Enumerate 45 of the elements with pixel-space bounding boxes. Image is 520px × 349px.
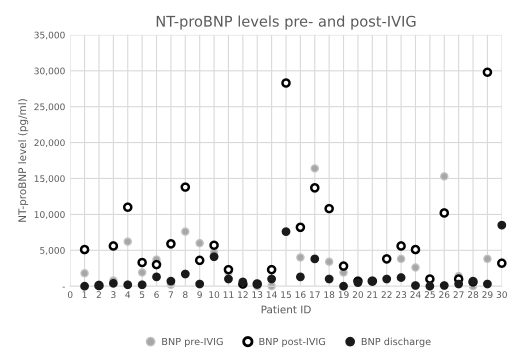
x-tick-label: 28: [468, 291, 478, 298]
x-tick-label: 8: [183, 291, 188, 298]
x-tick-label: 29: [482, 291, 493, 298]
x-tick-label: 27: [454, 291, 464, 298]
x-tick-label: 7: [168, 291, 174, 298]
y-tick-label: -: [62, 286, 65, 288]
y-tick-label: 30,000: [34, 68, 65, 76]
x-tick-label: 0: [68, 291, 72, 298]
x-tick-label: 1: [82, 291, 87, 298]
y-tick-label: 15,000: [34, 175, 65, 183]
y-tick-label: 25,000: [34, 103, 65, 112]
y-tick-label: 10,000: [34, 211, 65, 219]
x-tick-label: 22: [382, 291, 392, 298]
x-tick-label: 10: [209, 291, 220, 298]
legend-label: BNP pre-IVIG: [162, 338, 223, 348]
x-axis-title: Patient ID: [262, 305, 311, 314]
x-tick-label: 6: [154, 291, 159, 298]
x-tick-label: 16: [296, 291, 306, 298]
x-tick-label: 5: [140, 291, 144, 298]
x-tick-label: 30: [496, 291, 507, 298]
x-tick-label: 26: [439, 291, 450, 298]
y-axis-title: NT-proBNP level (pg/ml): [18, 99, 28, 222]
y-tick-label: 35,000: [34, 32, 65, 40]
x-tick-label: 21: [367, 291, 378, 298]
x-tick-label: 3: [111, 291, 116, 298]
x-tick-label: 11: [224, 291, 234, 298]
chart-title: NT-proBNP levels pre- and post-IVIG: [156, 15, 416, 30]
x-tick-label: 18: [324, 291, 334, 298]
x-tick-label: 4: [125, 291, 130, 298]
x-tick-label: 19: [338, 291, 349, 298]
x-tick-label: 12: [238, 291, 248, 298]
x-tick-label: 23: [396, 291, 406, 298]
x-tick-label: 17: [310, 291, 320, 298]
x-tick-label: 9: [197, 291, 202, 298]
x-tick-label: 14: [266, 291, 277, 298]
x-tick-label: 25: [424, 291, 435, 298]
x-tick-label: 20: [352, 291, 364, 298]
x-tick-label: 15: [281, 291, 291, 298]
x-tick-label: 2: [96, 291, 101, 298]
x-tick-label: 13: [252, 291, 262, 298]
y-tick-label: 5,000: [40, 247, 65, 255]
legend-label: BNP post-IVIG: [259, 338, 326, 348]
y-tick-label: 20,000: [34, 139, 65, 148]
x-tick-label: 24: [410, 291, 421, 298]
legend-label: BNP discharge: [362, 338, 431, 348]
